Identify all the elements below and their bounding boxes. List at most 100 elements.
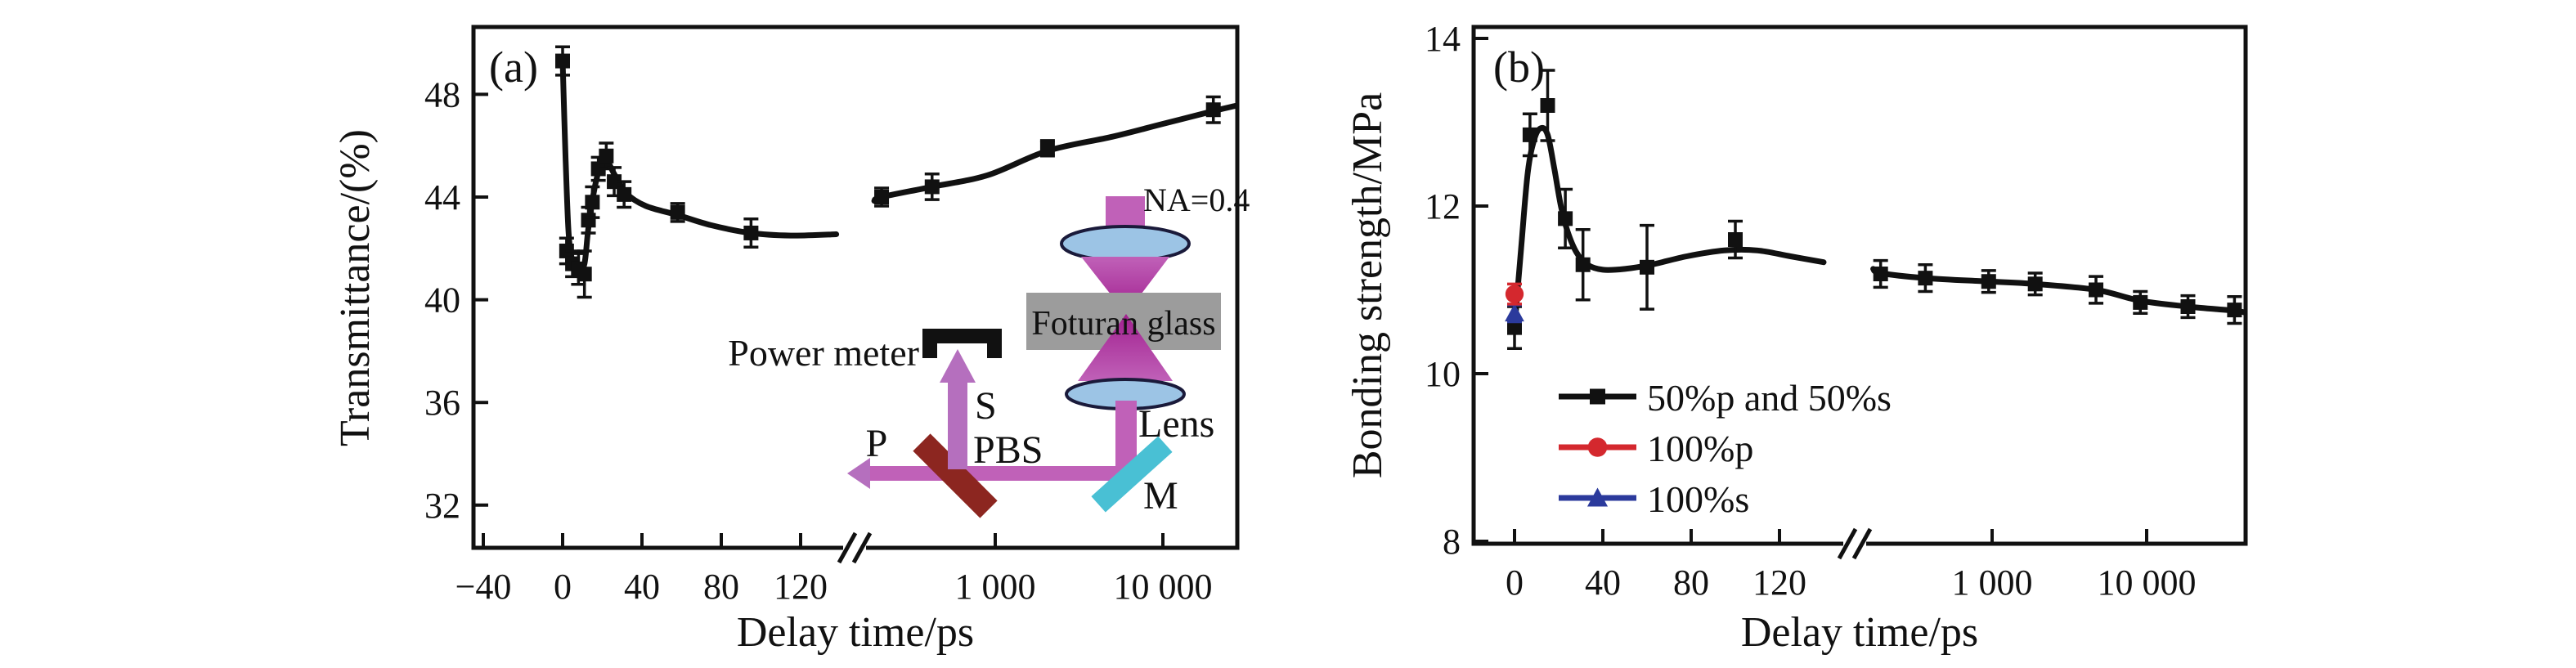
y-tick-label: 14 [1425, 19, 1461, 59]
x-tick-label: 40 [1585, 563, 1621, 603]
series-100-p [1505, 282, 1524, 306]
x-tick-label: 1 000 [1952, 563, 2033, 603]
y-tick-label: 48 [424, 74, 460, 114]
panel-a-label: (a) [489, 43, 538, 92]
pbs-icon [913, 433, 998, 518]
axis-break-icon [837, 531, 873, 564]
data-point-marker [1728, 232, 1743, 247]
data-point-marker [1558, 211, 1573, 226]
x-axis-ticks: 0 40 80 120 1 000 10 000 [1506, 529, 2197, 603]
panel-a-x-axis-title: Delay time/ps [737, 609, 974, 656]
data-point-marker [1918, 271, 1933, 286]
axis-break-slash [837, 531, 858, 564]
power-meter-icon [922, 329, 1002, 358]
legend-item: 100%p [1559, 428, 1753, 469]
data-point-marker [585, 195, 600, 210]
na-label: NA=0.4 [1143, 182, 1250, 218]
y-tick-label: 40 [424, 280, 460, 321]
x-tick-label: 40 [624, 567, 660, 607]
x-tick-label: 80 [1673, 563, 1709, 603]
lens-label: Lens [1138, 402, 1214, 446]
data-point-marker [1507, 320, 1522, 335]
diverging-beam-cone [1078, 314, 1173, 381]
x-tick-label: 0 [554, 567, 572, 607]
legend-marker-icon [1590, 388, 1605, 405]
data-point-marker [2227, 303, 2242, 318]
optical-setup-inset: NA=0.4 Foturan glass Lens M PBS [728, 182, 1250, 518]
x-tick-label: 0 [1506, 563, 1524, 603]
data-point-marker [1575, 257, 1591, 272]
data-point-marker [743, 225, 759, 240]
x-axis-ticks: −40 0 40 80 120 1 000 10 000 [456, 533, 1213, 607]
panel-b-x-axis-title: Delay time/ps [1741, 609, 1978, 656]
y-tick-label: 32 [424, 486, 460, 526]
legend-marker-icon [1587, 437, 1608, 457]
y-tick-label: 10 [1425, 354, 1461, 394]
panel-a-y-axis-title: Transmittance/(%) [332, 129, 379, 446]
panel-a-transmittance-chart: 48 44 40 36 32 −40 0 40 80 120 1 000 10 000 (a) Del… [332, 25, 1250, 656]
y-tick-label: 36 [424, 383, 460, 423]
data-point-marker [1540, 98, 1555, 113]
legend-item: 100%s [1559, 478, 1749, 520]
data-point-marker [2180, 299, 2196, 314]
panel-b-legend: 50%p and 50%s 100%p 100%s [1559, 377, 1892, 520]
y-tick-label: 8 [1443, 522, 1461, 562]
s-arrow-icon [940, 349, 976, 383]
focusing-beam-cone [1081, 257, 1169, 314]
s-beam-label: S [975, 384, 997, 428]
axis-break-icon [1837, 527, 1873, 560]
data-point-marker [2027, 276, 2043, 292]
y-tick-label: 12 [1425, 186, 1461, 226]
legend-label: 50%p and 50%s [1647, 377, 1892, 419]
p-arrow-icon [847, 458, 870, 489]
data-point-marker [1522, 127, 1537, 142]
y-tick-label: 44 [424, 177, 460, 217]
x-tick-label: 10 000 [1114, 567, 1213, 607]
x-tick-label: 80 [703, 567, 739, 607]
panel-b-y-axis-title: Bonding strength/MPa [1344, 92, 1391, 478]
axis-break-slash [1851, 527, 1873, 560]
fit-curve [1511, 124, 2248, 331]
y-axis-ticks: 14 12 10 8 [1425, 19, 1488, 562]
data-point-marker [1205, 102, 1221, 118]
x-tick-label: 10 000 [2098, 563, 2197, 603]
data-point-marker [670, 204, 685, 220]
data-point-marker [617, 186, 632, 202]
data-point-marker [1873, 267, 1888, 282]
data-point-marker [590, 161, 606, 177]
data-point-marker [1505, 303, 1524, 322]
panel-b-label: (b) [1493, 43, 1545, 92]
data-point-marker [2133, 294, 2148, 310]
data-point-marker [2089, 282, 2104, 298]
legend-marker-icon [1586, 487, 1609, 507]
legend-label: 100%s [1647, 478, 1749, 520]
axis-break-gap [1843, 540, 1866, 548]
fit-curve-segment [1870, 266, 2248, 316]
data-point-marker [924, 179, 940, 195]
axis-break-slash [851, 531, 873, 564]
series-50-p-and-50-s [1507, 69, 2242, 350]
x-tick-label: 1 000 [955, 567, 1036, 607]
pbs-label: PBS [973, 428, 1043, 472]
x-tick-label: 120 [1752, 563, 1806, 603]
mirror-label: M [1143, 474, 1178, 518]
legend-item: 50%p and 50%s [1559, 377, 1892, 419]
data-point-marker [555, 53, 570, 69]
objective-lens-icon [1060, 225, 1191, 262]
s-arrow-shaft [948, 378, 967, 469]
data-point-marker [607, 174, 622, 190]
fit-curve-segment [1511, 124, 1827, 331]
x-tick-label: 120 [774, 567, 828, 607]
axis-break-gap [843, 544, 866, 552]
data-point-marker [577, 267, 592, 282]
data-point-marker [1981, 274, 1996, 289]
data-point-marker [874, 190, 890, 204]
mirror-icon [1091, 436, 1173, 513]
data-point-marker [1640, 259, 1654, 275]
axis-break-slash [1837, 527, 1858, 560]
